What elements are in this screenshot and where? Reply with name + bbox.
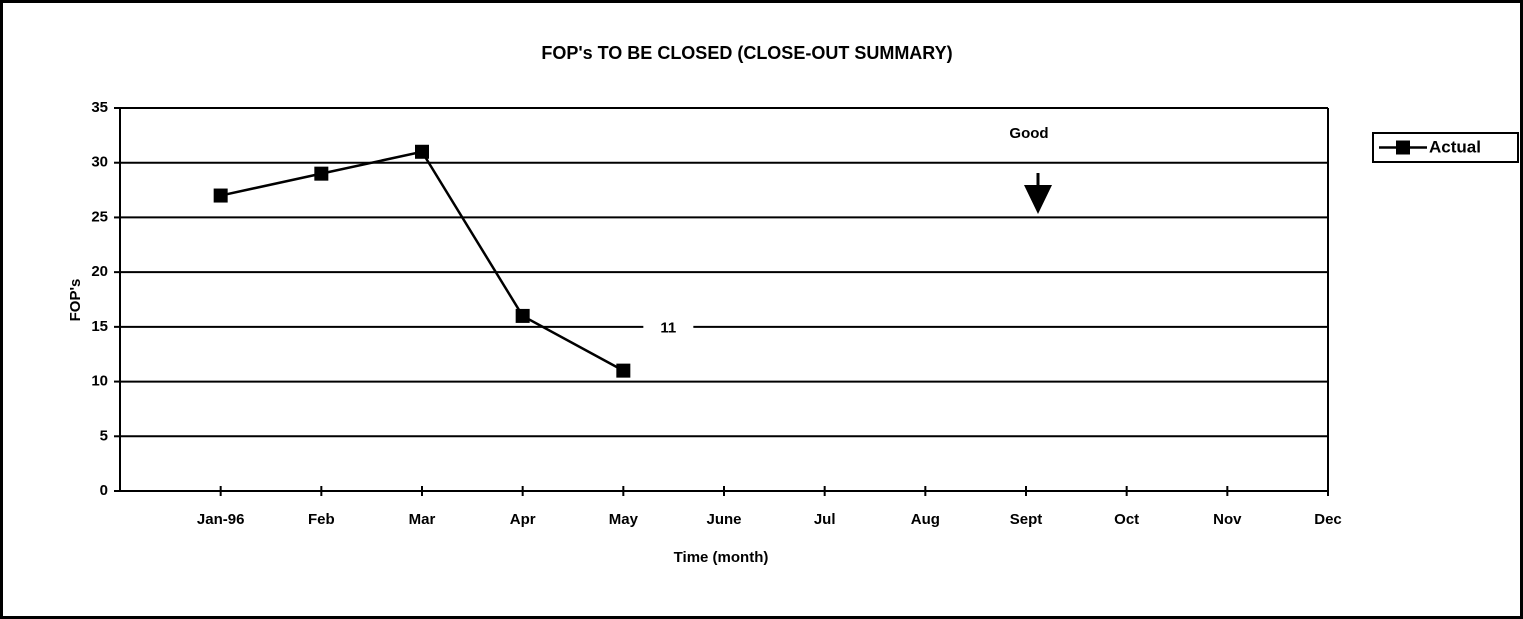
x-tick-label: Jul [814, 511, 836, 528]
x-tick-label: Aug [911, 511, 940, 528]
label-bg [643, 315, 694, 342]
x-axis-label: Time (month) [674, 549, 769, 566]
legend-label: Actual [1429, 137, 1481, 156]
x-tick-label: Dec [1314, 511, 1342, 528]
series-line [220, 150, 624, 372]
legend-marker [1396, 140, 1410, 155]
marker [616, 363, 631, 378]
x-tick-label: Apr [510, 511, 536, 528]
y-tick-label: 20 [91, 263, 108, 280]
y-tick-label: 25 [91, 208, 108, 225]
y-tick-label: 5 [100, 427, 108, 444]
marker [314, 166, 329, 181]
y-axis-label: FOP's [67, 279, 84, 322]
marker [213, 188, 228, 203]
y-tick-label: 15 [91, 318, 108, 335]
x-tick-label: Sept [1010, 511, 1043, 528]
annotation-arrow-head [1024, 185, 1052, 214]
x-tick-label: Mar [409, 511, 436, 528]
marker [415, 144, 429, 159]
chart-title: FOP's TO BE CLOSED (CLOSE-OUT SUMMARY) [541, 43, 952, 63]
x-tick-label: Oct [1114, 511, 1139, 528]
y-tick-label: 0 [100, 482, 108, 499]
data-label: 11 [660, 320, 676, 337]
x-tick-label: June [706, 511, 741, 528]
legend-box [1372, 132, 1519, 163]
marker [515, 308, 530, 323]
y-tick-label: 35 [91, 99, 108, 116]
x-tick-label: May [609, 511, 639, 528]
x-tick-label: Jan-96 [197, 511, 245, 528]
x-tick-label: Feb [308, 511, 335, 528]
x-tick-label: Nov [1213, 511, 1242, 528]
y-tick-label: 30 [91, 154, 108, 171]
annotation: Good [1009, 125, 1048, 142]
y-tick-label: 10 [91, 373, 108, 390]
